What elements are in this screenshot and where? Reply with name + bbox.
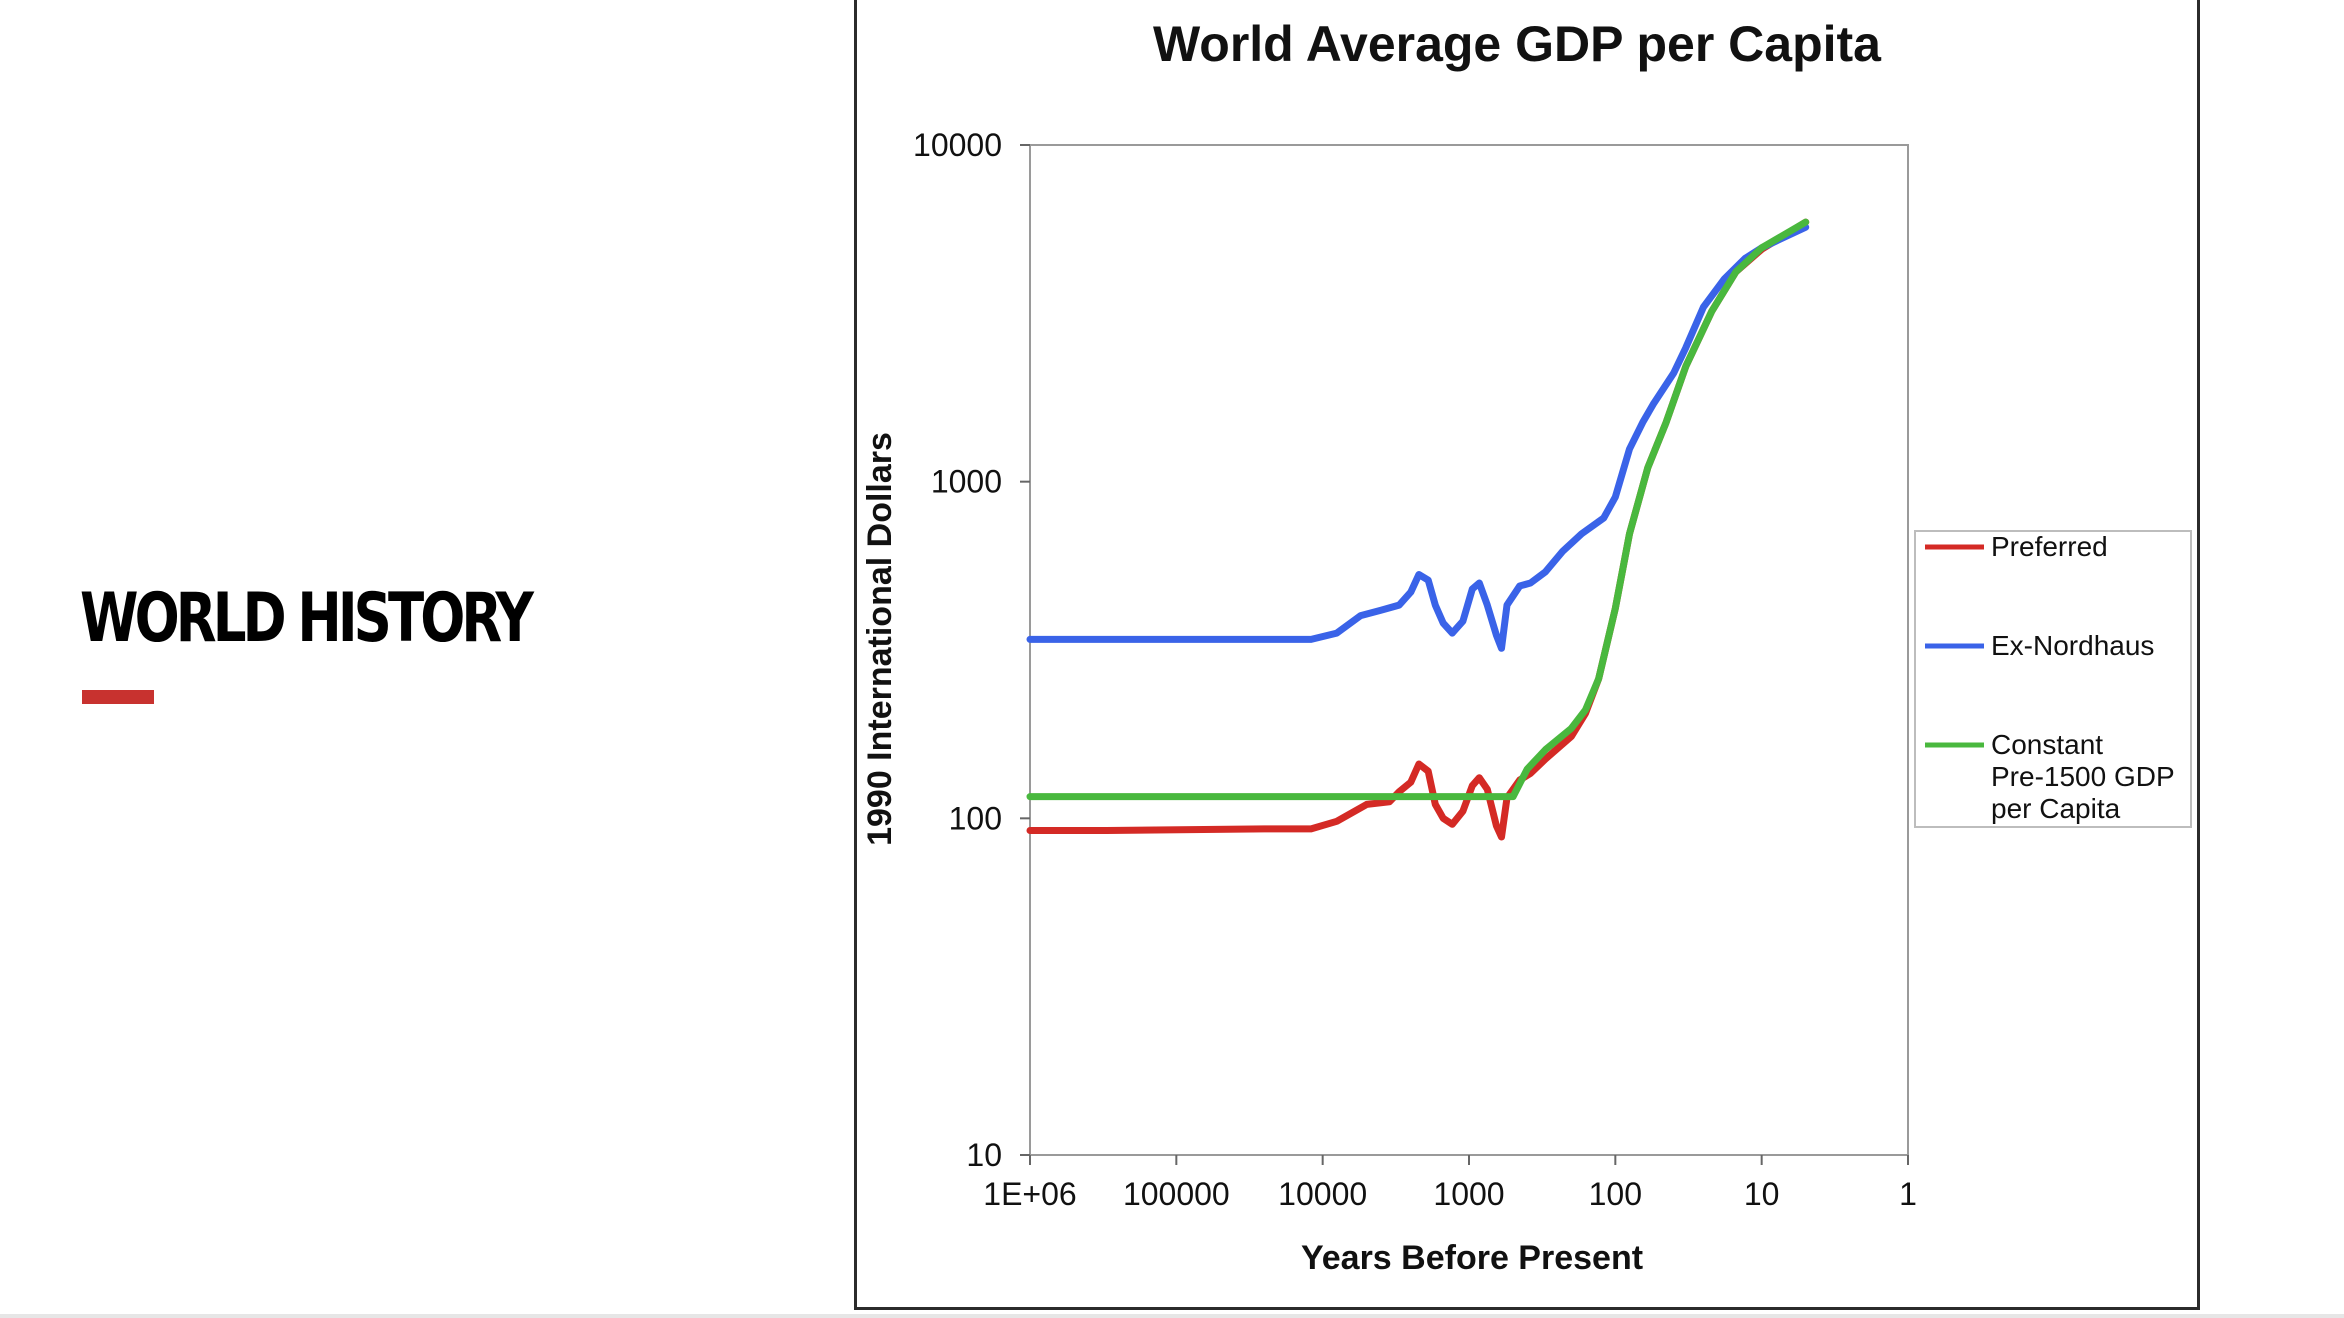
plot-area [1029, 144, 1909, 1156]
gdp-chart: World Average GDP per Capita Years Befor… [861, 16, 2192, 1277]
y-axis-title: 1990 International Dollars [861, 432, 899, 846]
slide-title: World History [80, 579, 534, 658]
legend-box [1914, 530, 2192, 828]
chart-title: World Average GDP per Capita [1153, 16, 1882, 72]
x-tick-label: 100000 [1123, 1176, 1230, 1212]
y-tick-label: 10000 [913, 127, 1002, 163]
x-tick-label: 1 [1899, 1176, 1917, 1212]
x-tick-label: 10 [1744, 1176, 1780, 1212]
title-accent-bar [82, 690, 154, 704]
legend-label: Preferred [1991, 531, 2108, 562]
legend-label: Ex-Nordhaus [1991, 630, 2154, 661]
x-tick-label: 1000 [1433, 1176, 1504, 1212]
y-tick-label: 100 [949, 800, 1002, 836]
series-line-2 [1026, 223, 1810, 652]
bottom-strip [0, 1314, 2344, 1318]
x-tick-label: 1E+06 [983, 1176, 1076, 1212]
x-tick-label: 10000 [1278, 1176, 1367, 1212]
y-tick-label: 1000 [931, 464, 1002, 500]
series-line-1 [1026, 218, 1810, 841]
y-tick-label: 10 [966, 1137, 1002, 1173]
series-line-3 [1026, 218, 1810, 801]
legend-label: Constant Pre-1500 GDP per Capita [1991, 729, 2175, 824]
x-axis-title: Years Before Present [1301, 1239, 1643, 1277]
x-tick-label: 100 [1589, 1176, 1642, 1212]
chart-frame: World Average GDP per Capita Years Befor… [854, 0, 2200, 1310]
